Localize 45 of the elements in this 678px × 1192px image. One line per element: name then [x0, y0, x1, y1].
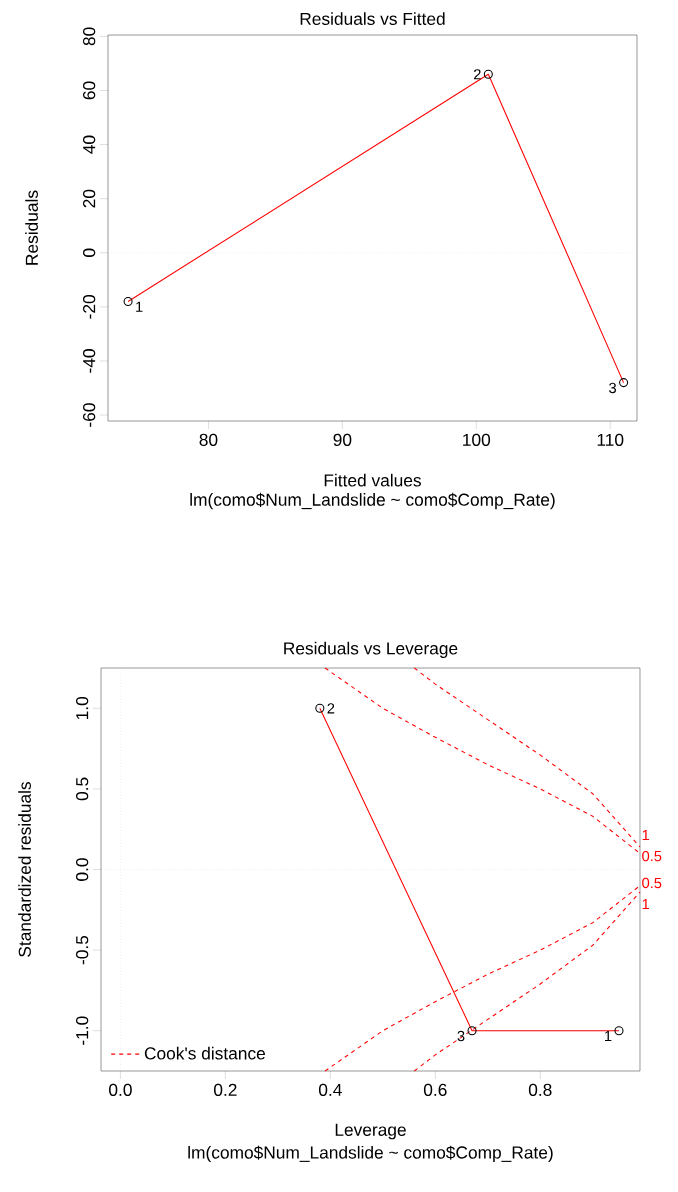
- y-tick-label: 40: [83, 135, 96, 154]
- annotation: 1: [642, 829, 650, 840]
- annotation: 2: [327, 703, 335, 714]
- y-tick-label: 0.5: [76, 777, 89, 801]
- x-tick-label: 110: [597, 433, 624, 446]
- x-tick-label: 0.6: [423, 1083, 447, 1096]
- y-axis-title: Standardized residuals: [18, 782, 31, 957]
- y-tick-label: 20: [83, 189, 96, 208]
- point: [619, 378, 629, 388]
- y-tick-label: 60: [83, 81, 96, 100]
- annotation: 1: [136, 301, 143, 312]
- y-tick-label: 80: [83, 27, 96, 46]
- annotation: 3: [457, 1030, 465, 1042]
- chart-title: Residuals vs Leverage: [284, 641, 458, 658]
- annotation: 3: [609, 382, 617, 394]
- annotation: 1: [605, 1031, 612, 1042]
- x-tick-label: 0.2: [214, 1083, 237, 1096]
- y-tick-label: -0.5: [76, 935, 89, 965]
- x-tick-label: 90: [333, 433, 352, 446]
- x-axis-title: Fitted values: [324, 473, 421, 487]
- y-tick-label: 0.0: [76, 858, 89, 881]
- annotation: 2: [473, 69, 481, 80]
- annotation: 1: [642, 899, 650, 910]
- annotation: 0.5: [642, 850, 662, 862]
- annotation: 0.5: [642, 877, 662, 889]
- y-tick-label: -1.0: [76, 1016, 89, 1045]
- y-tick-label: -40: [83, 349, 96, 373]
- y-tick-label: -60: [83, 403, 96, 427]
- line-series: [324, 667, 641, 854]
- y-tick-label: -20: [83, 295, 96, 319]
- x-tick-label: 0.0: [109, 1083, 132, 1096]
- y-tick-label: 0: [83, 248, 96, 257]
- text: lm(como$Num_Landslide ~ como$Comp_Rate): [190, 492, 555, 510]
- chart-title: Residuals vs Fitted: [300, 12, 445, 25]
- x-tick-label: 80: [199, 433, 218, 446]
- point: [123, 296, 133, 306]
- x-axis-title: Leverage: [335, 1123, 406, 1140]
- text: lm(como$Num_Landslide ~ como$Comp_Rate): [188, 1145, 553, 1163]
- x-tick-label: 0.8: [528, 1083, 552, 1096]
- point: [483, 69, 493, 79]
- y-tick-label: 1.0: [76, 696, 89, 720]
- x-tick-label: 0.4: [318, 1083, 342, 1096]
- y-axis-title: Residuals: [25, 190, 38, 265]
- x-tick-label: 100: [463, 433, 491, 446]
- legend-label: Cook's distance: [144, 1046, 265, 1060]
